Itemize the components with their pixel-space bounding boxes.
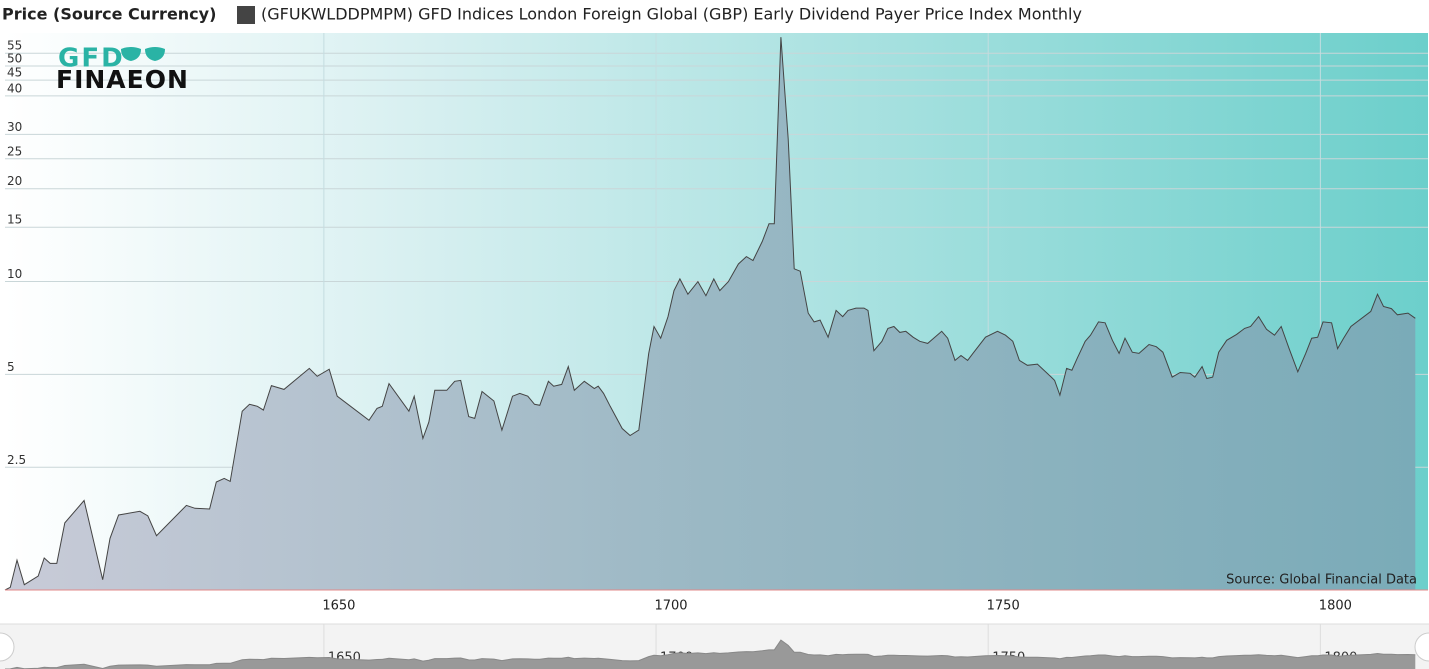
logo-bottom: FINAEON (56, 65, 189, 94)
x-tick-label: 1650 (322, 599, 355, 614)
legend-swatch (237, 6, 255, 24)
legend-entry: (GFUKWLDDPMPM) GFD Indices London Foreig… (261, 5, 1082, 24)
area-line-fill (5, 37, 1416, 591)
y-tick-label: 20 (7, 174, 22, 188)
logo-top: GFD (58, 44, 125, 74)
y-tick-label: 25 (7, 144, 22, 158)
x-tick-label: 1800 (1319, 599, 1352, 614)
grid (5, 33, 1428, 590)
y-tick-label: 55 (7, 39, 22, 53)
x-tick-label: 1700 (654, 599, 687, 614)
navigator-line-fill (5, 640, 1416, 669)
chart-title: Price (Source Currency) (2, 5, 216, 24)
area-line (4, 37, 1416, 591)
x-tick-label: 1750 (987, 599, 1020, 614)
y-tick-label: 30 (7, 120, 22, 134)
y-tick-label: 50 (7, 51, 22, 65)
logo-leaves (121, 47, 165, 61)
series-layer (4, 37, 1416, 591)
logo: GFD FINAEON (56, 44, 189, 95)
y-tick-label: 40 (7, 81, 22, 95)
y-tick-label: 10 (7, 267, 22, 281)
y-tick-label: 5 (7, 360, 15, 374)
y-tick-label: 45 (7, 66, 22, 80)
navigator-handle[interactable] (0, 632, 15, 662)
navigator-handle[interactable] (1414, 632, 1429, 662)
y-tick-label: 2.5 (7, 453, 26, 467)
source-note: Source: Global Financial Data (1226, 573, 1417, 588)
navigator-line (4, 639, 1416, 669)
y-tick-label: 15 (7, 213, 22, 227)
